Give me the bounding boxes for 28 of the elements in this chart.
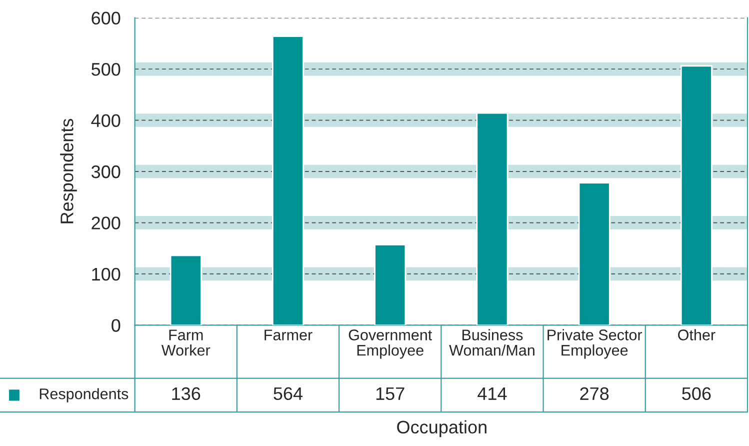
data-label: 157 — [376, 387, 404, 400]
x-axis-title: Occupation — [397, 420, 486, 438]
y-tick-label: 600 — [92, 12, 120, 25]
data-label: 136 — [172, 387, 200, 400]
x-tick-label: Business Woman/Man — [449, 329, 534, 356]
bar — [272, 36, 304, 326]
y-tick-label: 0 — [112, 319, 120, 332]
y-tick-label: 100 — [92, 268, 120, 281]
data-label: 564 — [274, 387, 303, 400]
data-label: 278 — [580, 387, 609, 400]
x-tick-label: Private Sector Employee — [548, 329, 642, 359]
data-label: 414 — [478, 387, 507, 400]
y-tick-label: 300 — [92, 165, 120, 178]
bar — [680, 65, 712, 326]
bar — [374, 244, 406, 326]
y-tick-label: 400 — [91, 114, 120, 127]
y-tick-label: 200 — [92, 216, 120, 230]
x-tick-label: Farm Worker — [161, 330, 210, 356]
bar — [476, 112, 508, 326]
bar — [170, 254, 202, 326]
data-label: 506 — [682, 387, 711, 400]
x-tick-label: Farmer — [264, 330, 312, 340]
y-tick-label: 500 — [92, 62, 120, 76]
bar — [578, 182, 610, 326]
legend-label: Respondents — [40, 388, 128, 402]
y-axis-title: Respondents — [60, 118, 77, 224]
x-tick-label: Government Employee — [348, 330, 432, 359]
x-tick-label: Other — [678, 329, 716, 340]
